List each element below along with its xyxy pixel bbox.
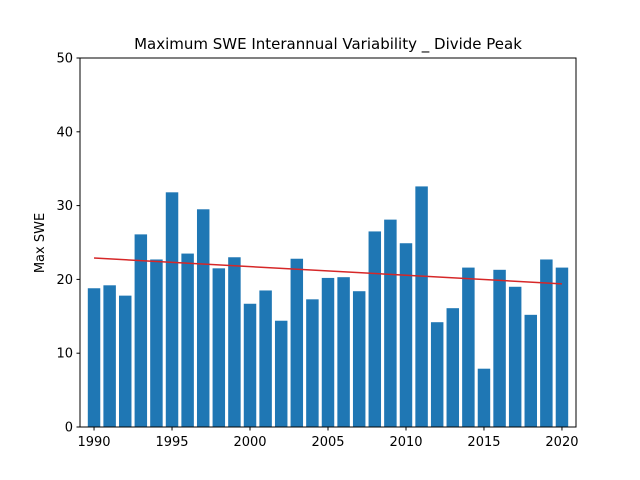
y-axis-label: Max SWE (33, 213, 48, 273)
bar-2019 (540, 259, 553, 427)
y-tick-label-0: 0 (65, 421, 73, 436)
bar-2020 (555, 267, 569, 427)
bar-2006 (337, 277, 350, 427)
bar-2003 (290, 258, 304, 427)
x-tick-label-1990: 1990 (77, 435, 110, 450)
bar-2005 (321, 277, 335, 427)
x-tick-label-2020: 2020 (545, 435, 578, 450)
x-tick-label-2015: 2015 (467, 435, 500, 450)
x-tick-label-2010: 2010 (389, 435, 422, 450)
bar-1993 (134, 234, 148, 427)
x-tick-label-1995: 1995 (155, 435, 188, 450)
bar-2011 (415, 186, 428, 427)
bar-2001 (259, 290, 272, 427)
bar-2016 (493, 269, 506, 427)
bar-2008 (368, 231, 382, 427)
bar-1996 (181, 253, 194, 427)
bar-1998 (212, 268, 226, 427)
y-tick-label-40: 40 (56, 125, 73, 140)
bar-1994 (150, 259, 163, 427)
bar-2013 (446, 308, 460, 427)
y-axis: 0 10 20 30 40 50 (56, 52, 80, 436)
bar-2004 (306, 299, 319, 427)
y-tick-label-10: 10 (56, 347, 73, 362)
y-tick-label-20: 20 (56, 273, 73, 288)
bar-2009 (384, 219, 397, 427)
bar-2012 (430, 322, 444, 427)
bar-1991 (103, 285, 116, 427)
bar-1997 (196, 209, 210, 427)
x-tick-label-2005: 2005 (311, 435, 344, 450)
bar-2017 (508, 286, 522, 427)
bar-2015 (477, 368, 491, 427)
x-axis: 1990 1995 2000 2005 2010 2015 2020 (77, 427, 579, 450)
trend-group (93, 257, 563, 285)
y-tick-label-30: 30 (56, 199, 73, 214)
bar-2010 (399, 243, 413, 427)
bars (87, 186, 569, 427)
y-tick-label-50: 50 (56, 52, 73, 67)
bar-2002 (274, 320, 288, 427)
bar-1995 (165, 192, 179, 427)
bar-2018 (524, 314, 538, 427)
bar-2007 (352, 291, 366, 427)
bar-1992 (118, 295, 132, 427)
trend-line (93, 257, 563, 285)
bar-1990 (87, 288, 101, 427)
plot-frame (79, 57, 577, 428)
chart-title: Maximum SWE Interannual Variability _ Di… (134, 35, 522, 54)
x-tick-label-2000: 2000 (233, 435, 266, 450)
bar-2014 (462, 267, 475, 427)
bar-1999 (228, 257, 241, 427)
bar-2000 (243, 303, 257, 427)
